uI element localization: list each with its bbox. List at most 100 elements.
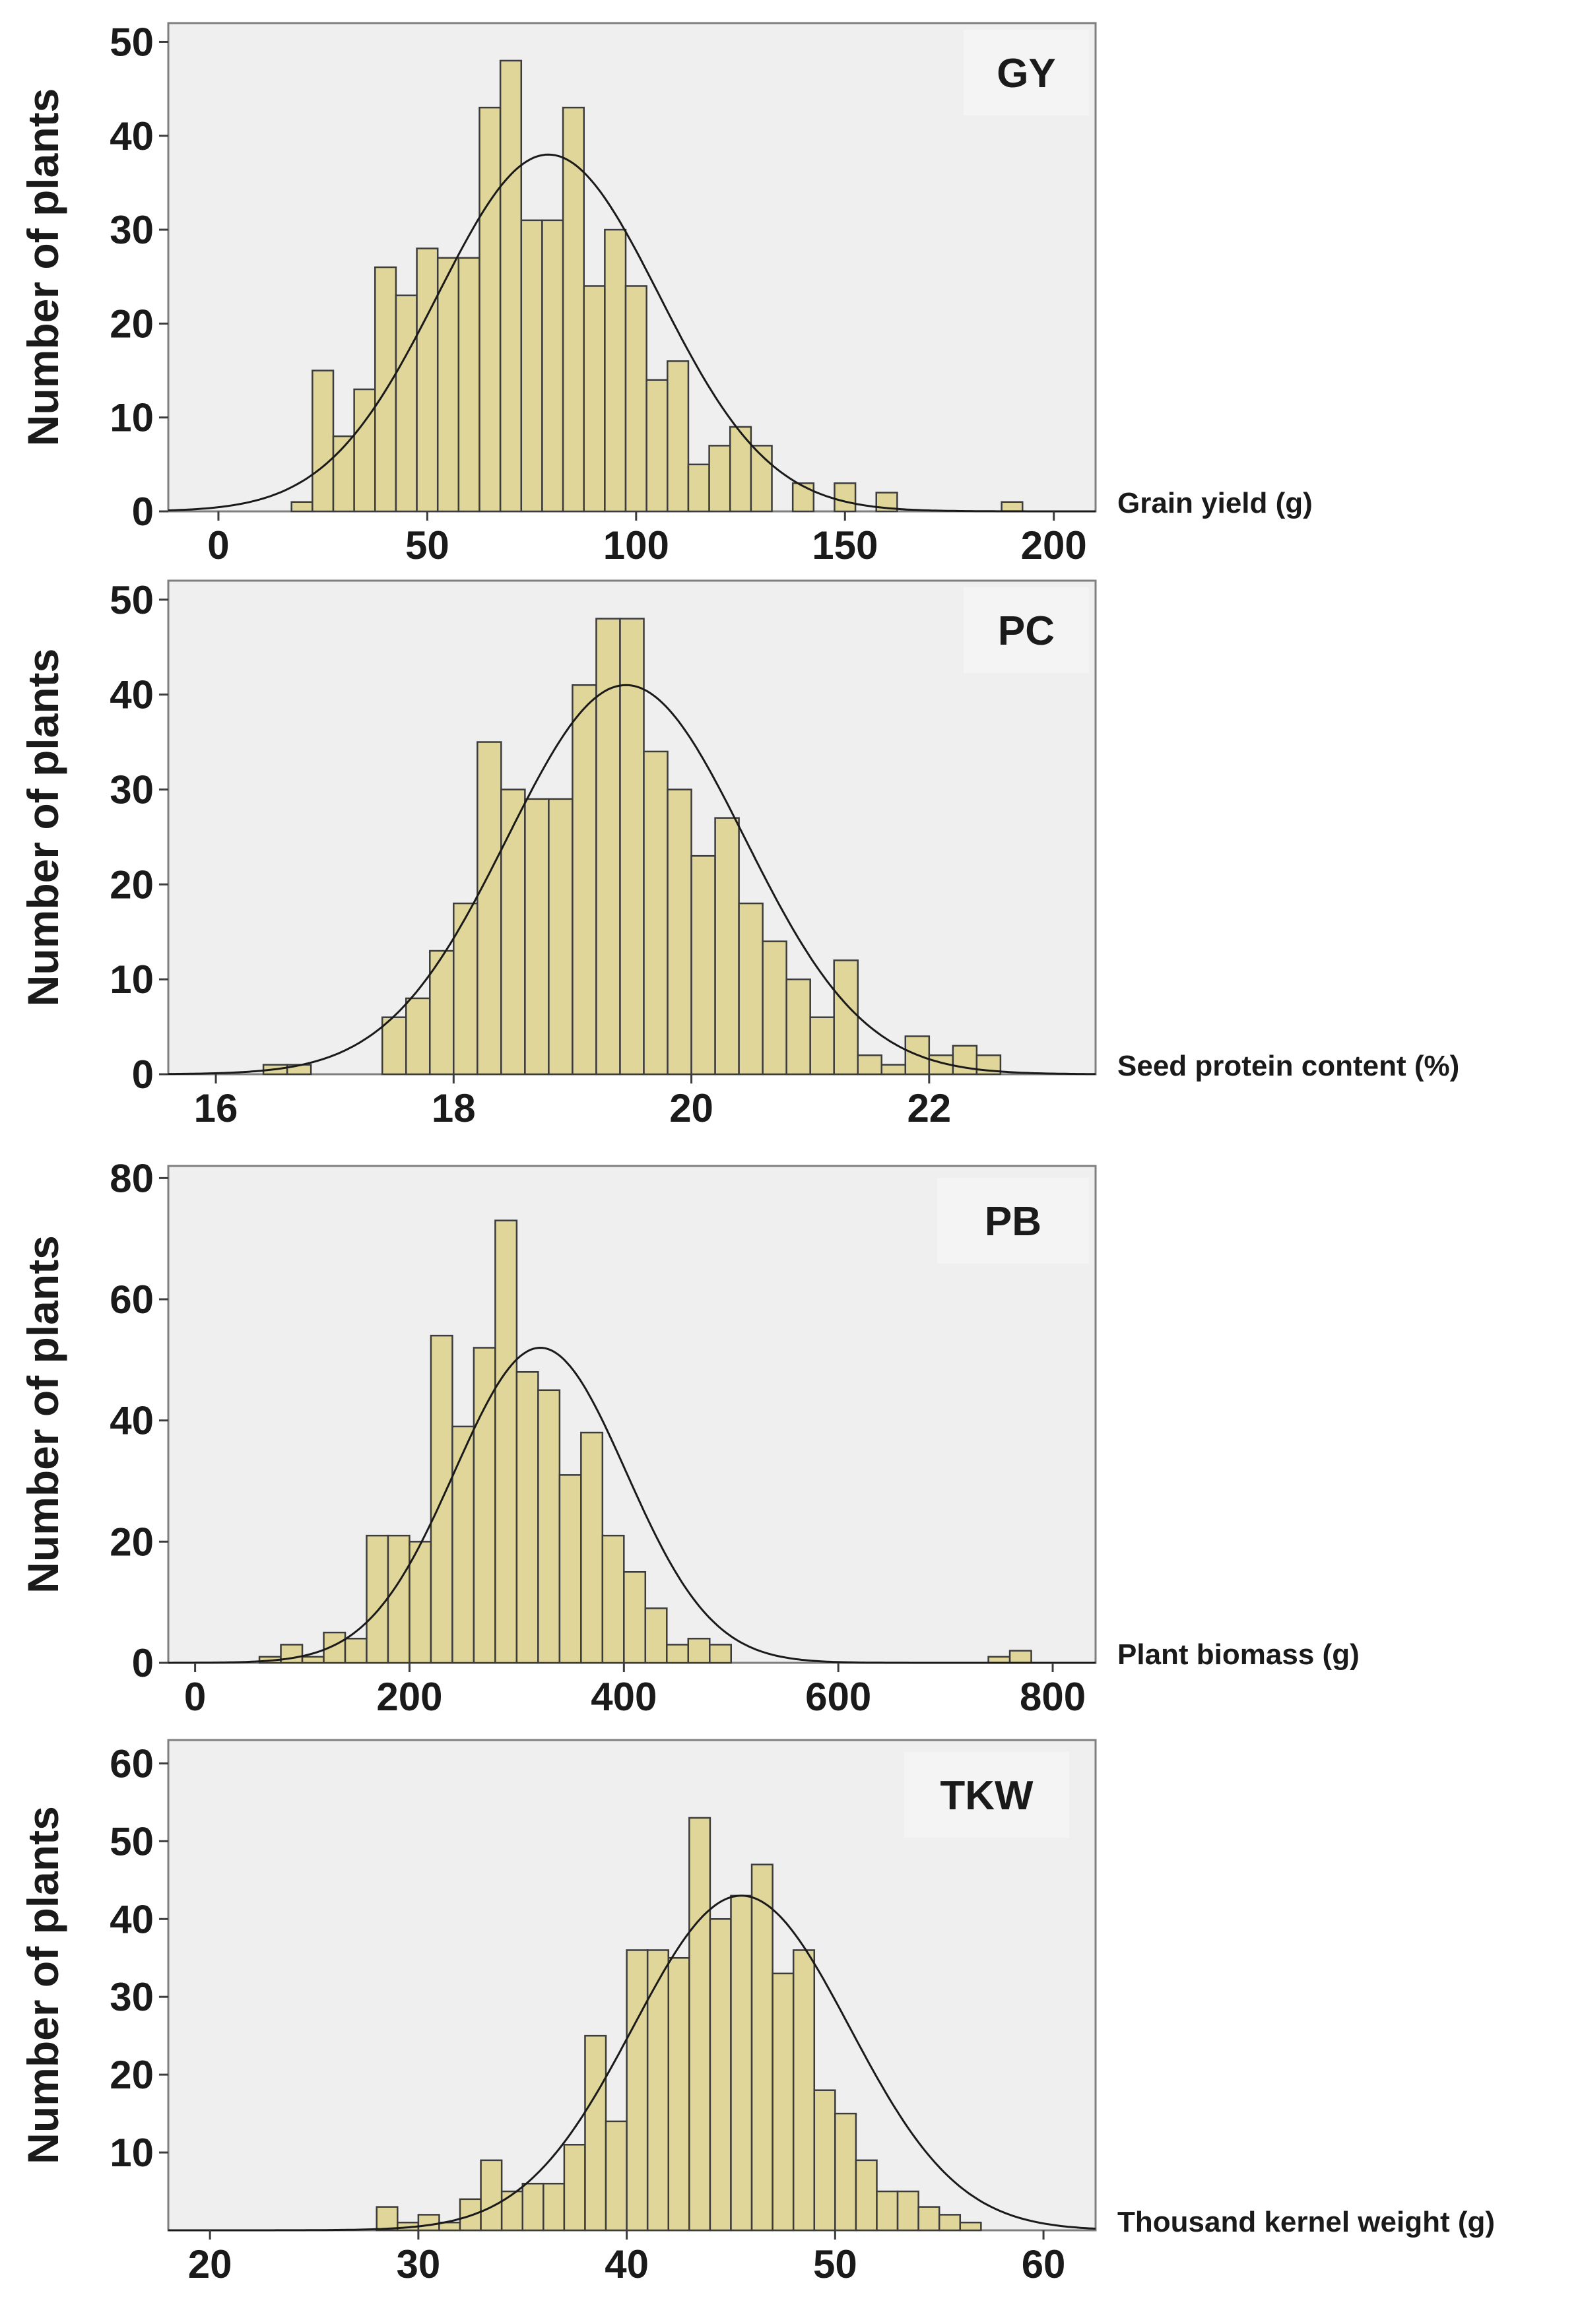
histogram-bar xyxy=(813,2089,836,2232)
x-tick-label: 0 xyxy=(184,1675,206,1719)
x-tick-label: 200 xyxy=(1021,523,1087,567)
panel-tkw: TKW 20 30 40 50 60 10 20 30 40 50 60 Number of plant… xyxy=(18,1739,1495,2286)
y-tick-label: 50 xyxy=(110,578,154,622)
histogram-bar xyxy=(562,106,585,513)
histogram-bar xyxy=(834,482,857,513)
histogram-bar xyxy=(876,2190,899,2232)
y-tick-label: 20 xyxy=(110,862,154,907)
histogram-bar xyxy=(792,1949,816,2232)
y-tick-label: 30 xyxy=(110,1975,154,2019)
histogram-bar xyxy=(457,257,480,513)
x-tick-label: 400 xyxy=(591,1675,657,1719)
x-axis-label: Thousand kernel weight (g) xyxy=(1117,2206,1495,2238)
histogram-bar xyxy=(541,219,564,513)
x-tick-label: 20 xyxy=(669,1086,713,1130)
x-axis-label: Plant biomass (g) xyxy=(1117,1638,1360,1671)
x-tick-label: 800 xyxy=(1020,1675,1086,1719)
histogram-bar xyxy=(857,1054,883,1076)
panel-tag-box xyxy=(904,1752,1069,1838)
histogram-bar xyxy=(473,1347,496,1664)
histogram-bar xyxy=(436,257,460,513)
y-tick-label: 50 xyxy=(110,20,154,64)
histogram-bar xyxy=(605,2120,628,2232)
histogram-bar xyxy=(312,370,335,513)
histogram-bar xyxy=(520,219,543,513)
histogram-bar xyxy=(494,1219,518,1664)
panel-tag: TKW xyxy=(940,1773,1034,1819)
panel-tag: PC xyxy=(998,608,1055,654)
histogram-bar xyxy=(709,1918,732,2232)
histogram-bar xyxy=(416,247,439,513)
y-tick-label: 0 xyxy=(132,490,154,534)
histogram-bar xyxy=(785,978,811,1076)
histogram-bar xyxy=(959,2221,982,2232)
histogram-bar xyxy=(623,1571,647,1664)
histogram-bar xyxy=(643,750,669,1076)
y-tick-label: 10 xyxy=(110,396,154,440)
histogram-bar xyxy=(791,482,815,513)
histogram-bar xyxy=(809,1016,835,1076)
histogram-bar xyxy=(619,618,645,1076)
histogram-bar xyxy=(543,2182,566,2232)
panel-tag-box xyxy=(964,587,1089,673)
y-tick-label: 30 xyxy=(110,767,154,812)
histogram-bar xyxy=(855,2159,878,2232)
x-tick-label: 60 xyxy=(1022,2242,1066,2286)
y-tick-label: 20 xyxy=(110,2053,154,2097)
y-tick-label: 80 xyxy=(110,1156,154,1200)
y-tick-label: 40 xyxy=(110,673,154,717)
y-tick-label: 50 xyxy=(110,1819,154,1863)
x-tick-label: 100 xyxy=(603,523,669,567)
x-tick-label: 50 xyxy=(405,523,449,567)
histogram-bar xyxy=(290,501,313,513)
x-tick-label: 20 xyxy=(188,2242,232,2286)
x-tick-label: 200 xyxy=(376,1675,442,1719)
histogram-bar xyxy=(1001,501,1024,513)
histogram-bar xyxy=(687,463,710,513)
panel-tag: GY xyxy=(997,51,1056,96)
histogram-bar xyxy=(563,2144,586,2232)
y-tick-label: 40 xyxy=(110,114,154,158)
normal-fit-curve xyxy=(168,1346,1096,1664)
histogram-bar xyxy=(688,1817,711,2232)
y-tick-label: 10 xyxy=(110,2131,154,2175)
histogram-bar xyxy=(429,950,455,1076)
histogram-bar xyxy=(667,360,690,513)
histogram-bar xyxy=(709,1644,732,1664)
histogram-bar xyxy=(1008,1650,1032,1664)
histogram-bar xyxy=(387,1534,411,1664)
histogram-bar xyxy=(521,2182,544,2232)
y-axis-label: Number of plants xyxy=(18,88,67,447)
x-tick-label: 22 xyxy=(907,1086,951,1130)
histogram-bar xyxy=(344,1638,368,1664)
histogram-bar xyxy=(353,388,376,513)
histogram-bar xyxy=(690,855,716,1076)
y-tick-label: 10 xyxy=(110,957,154,1002)
x-tick-label: 600 xyxy=(805,1675,871,1719)
histogram-bar xyxy=(738,902,764,1076)
histogram-bar xyxy=(480,2159,503,2232)
panel-tag-box xyxy=(937,1178,1089,1264)
normal-fit-curve xyxy=(168,684,1096,1076)
histogram-bar xyxy=(548,798,574,1076)
histogram-bar xyxy=(405,997,431,1076)
histogram-bar xyxy=(332,435,355,513)
histogram-bar xyxy=(524,798,550,1076)
y-tick-label: 0 xyxy=(132,1052,154,1097)
histogram-bar xyxy=(478,106,502,513)
histogram-bar xyxy=(667,789,692,1076)
panel-pc: PC 16 18 20 22 0 10 20 30 40 50 Number of plants See… xyxy=(18,578,1459,1130)
histogram-bar xyxy=(499,59,523,513)
histogram-bar xyxy=(896,2190,919,2232)
histogram-bar xyxy=(451,1425,475,1664)
histogram-bar xyxy=(772,1972,795,2232)
histogram-bar xyxy=(583,285,606,513)
histogram-bar xyxy=(708,445,731,513)
y-tick-label: 40 xyxy=(110,1399,154,1443)
histogram-bar xyxy=(750,1863,774,2232)
histogram-bar xyxy=(604,228,627,513)
x-tick-label: 40 xyxy=(605,2242,649,2286)
histogram-bar xyxy=(833,959,859,1076)
normal-fit-curve xyxy=(168,153,1096,513)
